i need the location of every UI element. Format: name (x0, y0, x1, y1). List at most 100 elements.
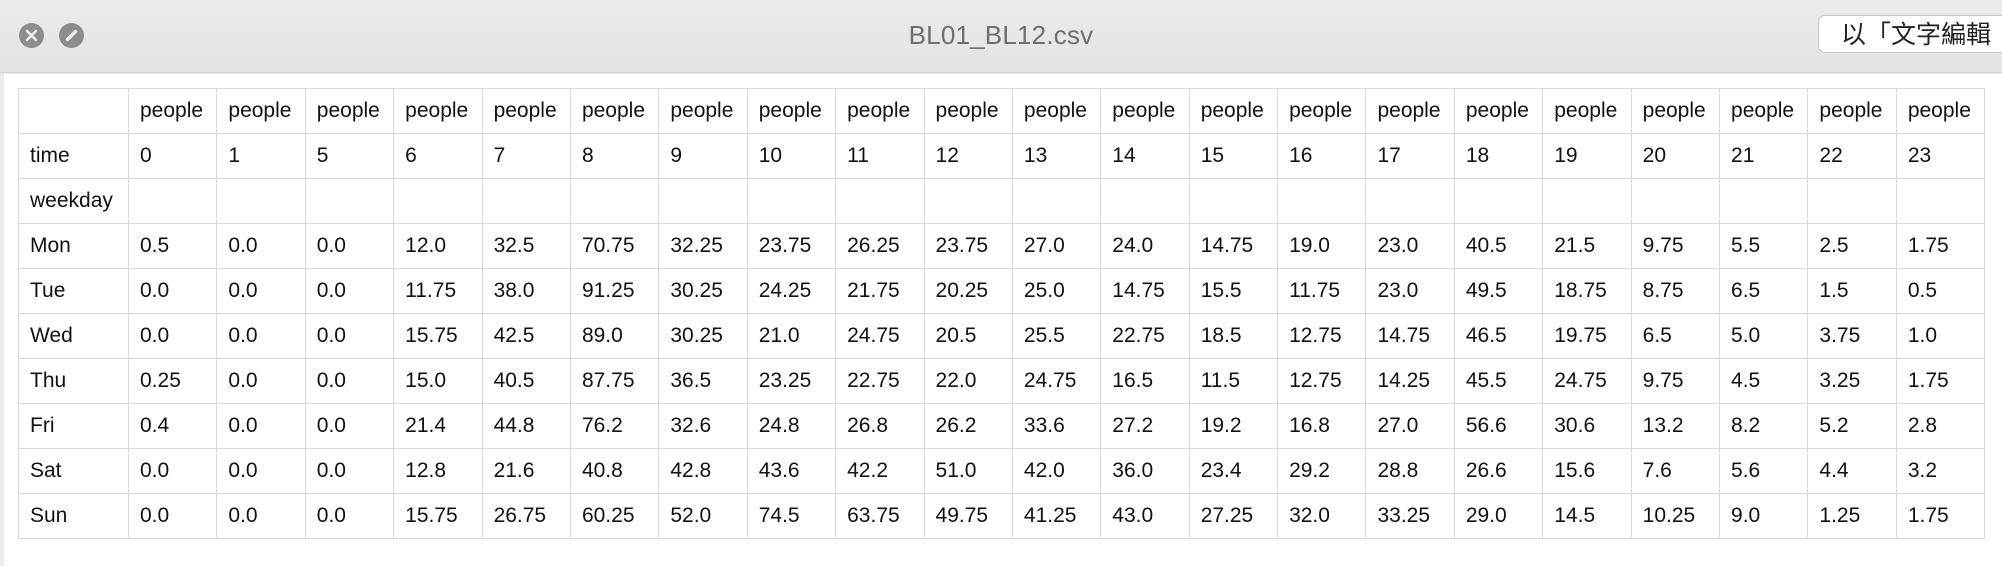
table-cell (216, 178, 306, 224)
table-cell: 8 (569, 133, 660, 179)
table-cell: 26.2 (923, 403, 1013, 449)
table-cell: people (127, 88, 218, 134)
table-content-area: people people people people people people peop… (4, 74, 2002, 566)
table-cell: 0.0 (216, 448, 306, 494)
table-cell: 1.5 (1807, 268, 1897, 314)
table-cell: 24.75 (835, 313, 925, 359)
row-label-cell: Wed (18, 313, 129, 359)
table-cell: 23.0 (1365, 268, 1455, 314)
table-cell: 24.75 (1011, 358, 1102, 404)
table-cell: 17 (1365, 133, 1455, 179)
table-cell: 24.75 (1542, 358, 1632, 404)
table-cell (127, 178, 218, 224)
table-cell: 22 (1807, 133, 1897, 179)
table-cell (304, 178, 395, 224)
table-cell: 4.5 (1719, 358, 1809, 404)
table-cell (658, 178, 748, 224)
table-cell (1100, 178, 1190, 224)
row-label-cell: Sat (18, 448, 129, 494)
table-cell: 12 (923, 133, 1013, 179)
table-cell: 87.75 (569, 358, 660, 404)
table-cell: 0.4 (127, 403, 218, 449)
table-cell: 46.5 (1453, 313, 1544, 359)
time-row: time 0 1 5 6 7 8 9 10 11 12 13 14 15 16 17 18 19 20 21 22 23 (18, 133, 1986, 179)
table-cell: 3.2 (1895, 448, 1986, 494)
table-cell: 26.25 (835, 223, 925, 269)
table-cell: 15.75 (393, 313, 483, 359)
table-cell: 0.0 (127, 268, 218, 314)
table-cell: 19 (1542, 133, 1632, 179)
table-cell: 20.25 (923, 268, 1013, 314)
table-cell: 26.6 (1453, 448, 1544, 494)
table-cell: 23 (1895, 133, 1986, 179)
table-cell: 0.0 (216, 358, 306, 404)
table-cell: people (393, 88, 483, 134)
row-label-cell: Fri (18, 403, 129, 449)
table-cell: 8.75 (1630, 268, 1721, 314)
table-cell (835, 178, 925, 224)
table-cell (1542, 178, 1632, 224)
table-cell: people (216, 88, 306, 134)
table-cell: 91.25 (569, 268, 660, 314)
fullscreen-button[interactable] (59, 23, 84, 48)
table-cell: 1.25 (1807, 493, 1897, 539)
table-cell: 15.6 (1542, 448, 1632, 494)
table-cell: 8.2 (1719, 403, 1809, 449)
table-cell: 23.75 (746, 223, 837, 269)
table-row: Mon 0.5 0.0 0.0 12.0 32.5 70.75 32.25 23.75 26.25… (18, 223, 1986, 269)
table-cell: 27.0 (1365, 403, 1455, 449)
table-cell: 22.0 (923, 358, 1013, 404)
row-label-cell: Mon (18, 223, 129, 269)
table-row: Sat 0.0 0.0 0.0 12.8 21.6 40.8 42.8 43.6 42.2 51.0… (18, 448, 1986, 494)
table-cell: 0.5 (127, 223, 218, 269)
table-cell: 42.2 (835, 448, 925, 494)
table-cell: 23.25 (746, 358, 837, 404)
table-row: Tue 0.0 0.0 0.0 11.75 38.0 91.25 30.25 24.25 21.7… (18, 268, 1986, 314)
table-cell: 0.0 (304, 403, 395, 449)
title-bar: BL01_BL12.csv 以「文字編輯 (0, 0, 2002, 73)
table-cell (1365, 178, 1455, 224)
table-cell: 0.0 (304, 358, 395, 404)
table-cell: 5.0 (1719, 313, 1809, 359)
table-row: Wed 0.0 0.0 0.0 15.75 42.5 89.0 30.25 21.0 24.75 2… (18, 313, 1986, 359)
table-cell: 3.25 (1807, 358, 1897, 404)
table-cell: 49.5 (1453, 268, 1544, 314)
table-cell: 6.5 (1630, 313, 1721, 359)
table-cell: 3.75 (1807, 313, 1897, 359)
table-cell: 27.0 (1011, 223, 1102, 269)
table-cell: 0.0 (127, 493, 218, 539)
table-cell: people (1630, 88, 1721, 134)
table-cell: 6 (393, 133, 483, 179)
table-cell: 63.75 (835, 493, 925, 539)
close-button[interactable] (19, 23, 44, 48)
table-cell: people (1895, 88, 1986, 134)
table-cell: 5.6 (1719, 448, 1809, 494)
csv-table: people people people people people people peop… (18, 88, 1986, 539)
table-cell: 1.75 (1895, 493, 1986, 539)
table-cell: 21 (1719, 133, 1809, 179)
row-label-cell: Thu (18, 358, 129, 404)
table-cell: 89.0 (569, 313, 660, 359)
table-cell: 0.0 (216, 268, 306, 314)
table-cell (923, 178, 1013, 224)
table-cell: people (569, 88, 660, 134)
table-cell (393, 178, 483, 224)
table-cell: 40.5 (481, 358, 571, 404)
table-cell: 32.25 (658, 223, 748, 269)
table-cell (1277, 178, 1367, 224)
table-cell: 12.0 (393, 223, 483, 269)
table-cell: 22.75 (1100, 313, 1190, 359)
open-with-textedit-button[interactable]: 以「文字編輯 (1818, 15, 2002, 53)
table-cell: 38.0 (481, 268, 571, 314)
table-cell: 32.5 (481, 223, 571, 269)
table-cell: 28.8 (1365, 448, 1455, 494)
table-cell: 29.2 (1277, 448, 1367, 494)
row-label-cell: Tue (18, 268, 129, 314)
table-cell: 2.8 (1895, 403, 1986, 449)
table-cell: 0.0 (216, 223, 306, 269)
table-cell (1630, 178, 1721, 224)
table-cell: 26.8 (835, 403, 925, 449)
table-cell: 14 (1100, 133, 1190, 179)
table-cell: 23.4 (1188, 448, 1279, 494)
